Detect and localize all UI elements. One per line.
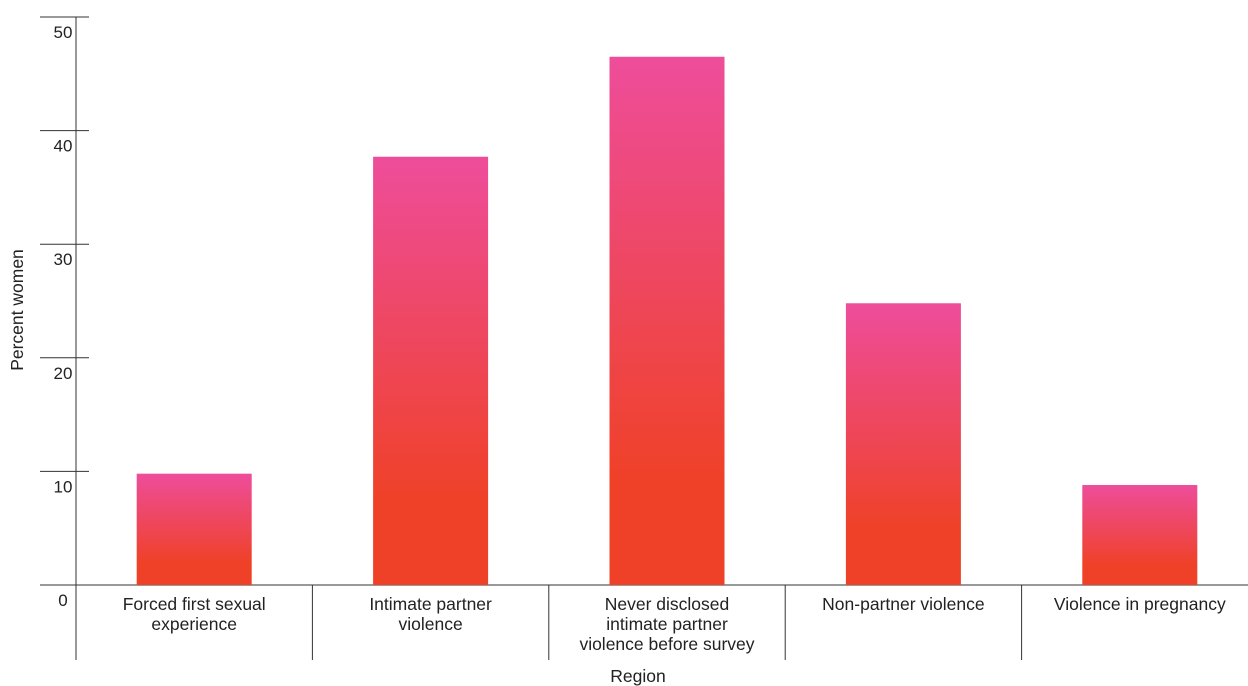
- y-tick-label: 0: [58, 591, 67, 610]
- category-label: Forced first sexual experience: [123, 594, 266, 634]
- x-axis: Forced first sexual experience Intimate pa…: [40, 584, 1248, 660]
- y-tick-label: 10: [54, 477, 73, 496]
- category-label: Violence in pregnancy: [1054, 594, 1226, 614]
- category-label: Non-partner violence: [822, 594, 984, 614]
- bar: [136, 473, 252, 585]
- bar: [1082, 485, 1198, 585]
- category-label: Intimate partner violence: [369, 594, 492, 634]
- y-tick-label: 20: [54, 364, 73, 383]
- y-axis-title: Percent women: [7, 249, 27, 371]
- y-axis: 0 10 20 30 40 50: [40, 16, 89, 660]
- y-tick-label: 50: [54, 23, 73, 42]
- bar: [609, 56, 725, 585]
- y-tick-label: 40: [54, 137, 73, 156]
- y-tick-label: 30: [54, 250, 73, 269]
- bar: [845, 303, 961, 585]
- bars: [136, 56, 1198, 585]
- x-axis-title: Region: [610, 666, 665, 686]
- bar: [373, 156, 489, 585]
- category-label: Never disclosed intimate partner violence …: [579, 594, 754, 654]
